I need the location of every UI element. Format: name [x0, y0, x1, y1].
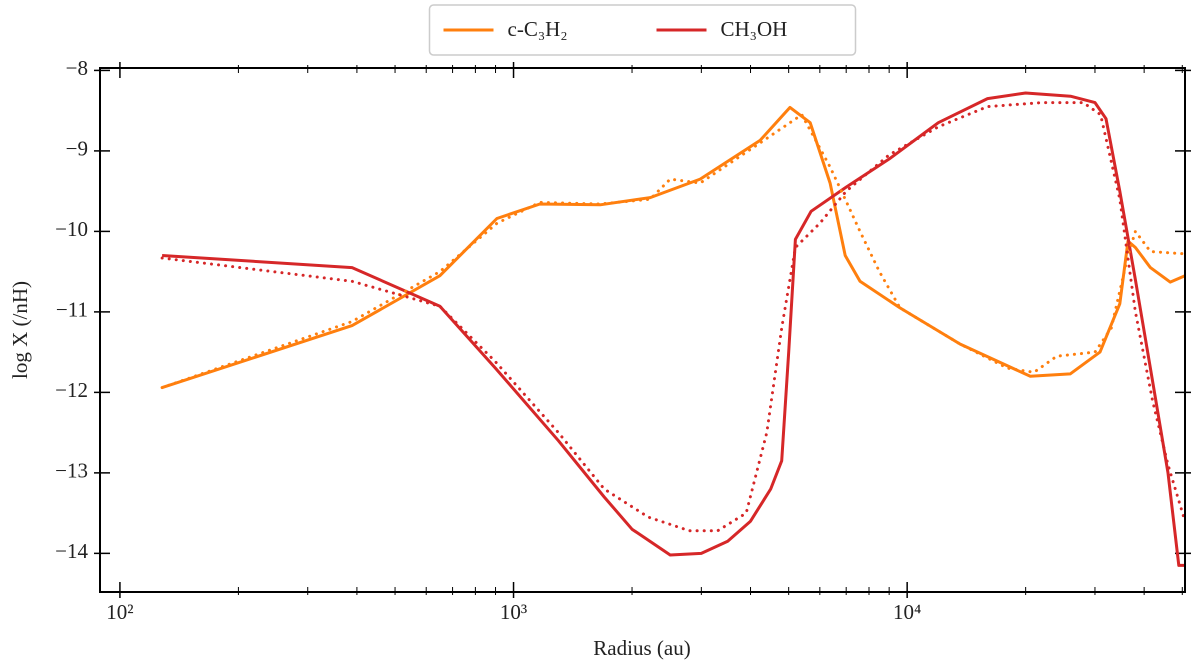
legend-label: c-C₃H₂	[508, 17, 568, 41]
y-tick-label: −13	[55, 459, 88, 483]
data-line	[160, 101, 1185, 533]
y-tick-label: −12	[55, 378, 88, 402]
y-tick-label: −14	[55, 539, 88, 563]
data-line	[161, 105, 1185, 390]
legend-box	[428, 4, 857, 56]
x-tick-label: 10³	[500, 600, 527, 624]
plot-frame	[99, 67, 1186, 593]
y-tick-label: −10	[55, 217, 88, 241]
y-tick-label: −9	[66, 137, 88, 161]
x-axis-label: Radius (au)	[593, 636, 690, 660]
data-line	[160, 113, 1185, 390]
y-tick-label: −11	[56, 298, 88, 322]
data-line	[162, 91, 1185, 567]
x-tick-label: 10⁴	[893, 600, 921, 624]
x-tick-label: 10²	[106, 600, 133, 624]
legend-label: CH₃OH	[721, 17, 788, 41]
y-tick-label: −8	[66, 56, 88, 80]
y-axis-label: log X (/nH)	[8, 281, 32, 379]
